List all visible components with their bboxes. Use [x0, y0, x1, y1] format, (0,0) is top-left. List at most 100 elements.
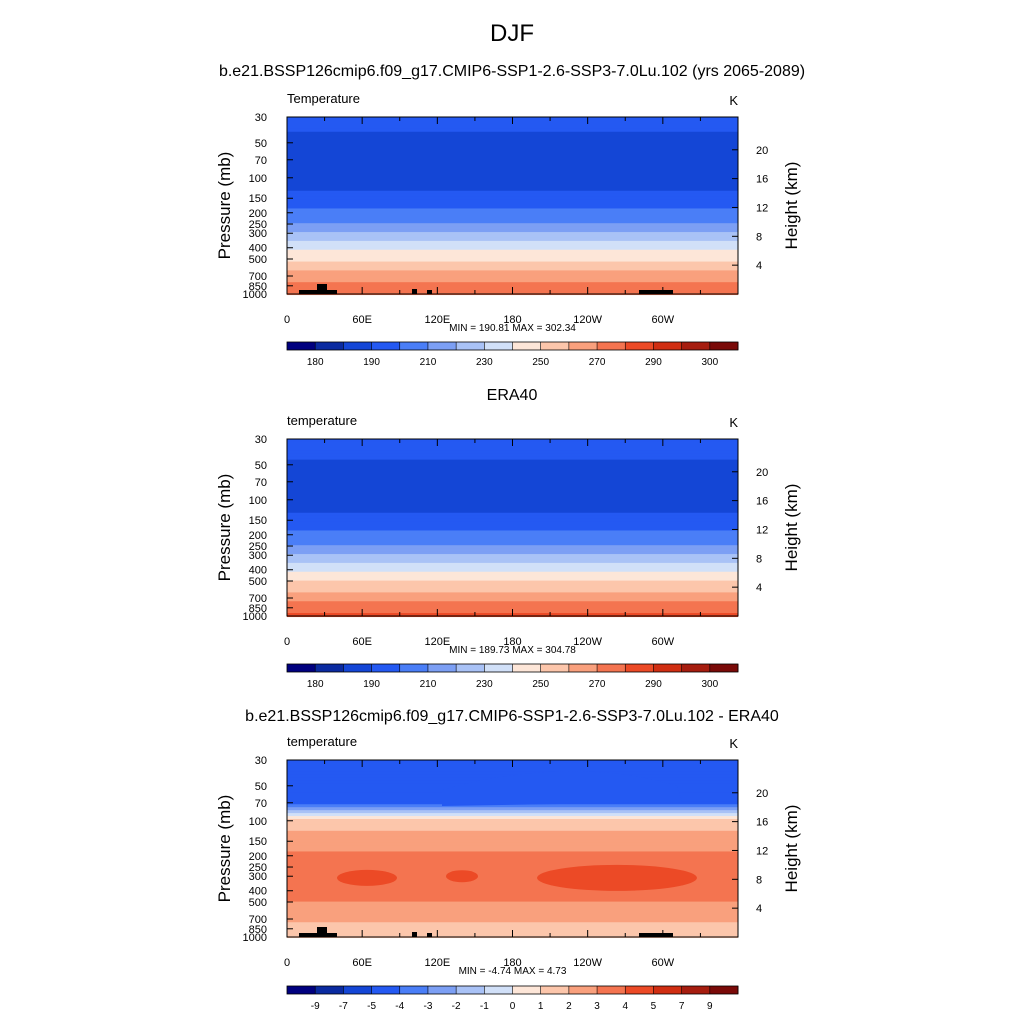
colorbar-swatch: [484, 342, 513, 350]
panel-3-contour-band: [287, 916, 738, 921]
y-tick-label: 200: [249, 530, 267, 542]
panel-3-contour-band: [287, 898, 738, 903]
panel-1-min-max: MIN = 190.81 MAX = 302.34: [449, 323, 576, 334]
colorbar-swatch: [653, 342, 683, 350]
colorbar-swatch: [287, 342, 316, 350]
panel-1-contour-band: [287, 261, 738, 266]
y2-tick-label: 4: [756, 582, 762, 594]
panel-3-contour-band: [287, 807, 738, 812]
colorbar-label: 0: [510, 1001, 516, 1012]
panel-2-contour-band: [287, 586, 738, 591]
x-tick-label: 60W: [652, 314, 675, 326]
colorbar-swatch: [343, 986, 373, 994]
panel-3-contour-band: [287, 875, 738, 880]
panel-1-contour-band: [287, 243, 738, 248]
panel-3-contour-band: [287, 892, 738, 897]
panel-2-contour-band: [287, 589, 738, 594]
panel-1-contour-band: [287, 131, 738, 136]
y-tick-label: 30: [255, 434, 267, 446]
panel-2-contour-band: [287, 604, 738, 609]
colorbar-label: 290: [645, 357, 662, 368]
panel-1-contour-band: [287, 193, 738, 198]
panel-2-contour-band: [287, 447, 738, 452]
y-axis-label: Pressure (mb): [215, 795, 234, 903]
topography-mask: [427, 933, 432, 937]
panel-3-contour-band: [287, 889, 738, 894]
panel-2-contour-band: [287, 524, 738, 529]
panel-1-contour-band: [287, 258, 738, 263]
x-tick-label: 120W: [573, 636, 602, 648]
panel-1-contour-band: [287, 170, 738, 175]
colorbar-label: -3: [423, 1001, 432, 1012]
colorbar-label: 300: [701, 679, 718, 690]
y-tick-label: 400: [249, 243, 267, 255]
y-axis-label: Pressure (mb): [215, 152, 234, 260]
panel-3-contour-band: [287, 813, 738, 818]
colorbar-label: 250: [532, 679, 549, 690]
y2-axis-label: Height (km): [782, 162, 801, 250]
y-tick-label: 1000: [243, 611, 267, 623]
panel-2-contour-band: [287, 592, 738, 597]
panel-1-contour-band: [287, 187, 738, 192]
colorbar-label: -7: [339, 1001, 348, 1012]
panel-2-contour-band: [287, 565, 738, 570]
panel-1-contour-band: [287, 249, 738, 254]
y-tick-label: 50: [255, 781, 267, 793]
panel-2-contour-band: [287, 545, 738, 550]
colorbar-label: 1: [538, 1001, 544, 1012]
panel-2-contour-band: [287, 444, 738, 449]
panel-3-contour-band: [287, 845, 738, 850]
panel-1-contour-band: [287, 181, 738, 186]
panel-1-contour-band: [287, 137, 738, 142]
x-tick-label: 0: [284, 957, 290, 969]
panel-1-contour-band: [287, 252, 738, 257]
colorbar-swatch: [540, 664, 570, 672]
panel-1-contour-band: [287, 246, 738, 251]
y-tick-label: 500: [249, 897, 267, 909]
y-tick-label: 300: [249, 228, 267, 240]
panel-1-contour-band: [287, 276, 738, 281]
panel-1-contour-band: [287, 220, 738, 225]
panel-2-contour-band: [287, 583, 738, 588]
colorbar-swatch: [512, 342, 542, 350]
y-tick-label: 850: [249, 281, 267, 293]
panel-1-contour-band: [287, 235, 738, 239]
colorbar-swatch: [709, 342, 739, 350]
panel-2-contour-band: [287, 509, 738, 514]
y-tick-label: 300: [249, 871, 267, 883]
panel-3-contour-band: [287, 842, 738, 847]
panel-2-contour-band: [287, 595, 738, 600]
colorbar-swatch: [568, 986, 598, 994]
panel-2-contour-band: [287, 577, 738, 582]
y-tick-label: 100: [249, 816, 267, 828]
y-tick-label: 700: [249, 271, 267, 283]
panel-3-contour-band: [287, 904, 738, 909]
colorbar-swatch: [681, 664, 711, 672]
colorbar-swatch: [343, 342, 373, 350]
panel-1-contour-band: [287, 164, 738, 169]
topography-mask: [299, 933, 323, 937]
colorbar-label: 9: [707, 1001, 713, 1012]
colorbar-label: 230: [476, 357, 493, 368]
panel-2-contour-band: [287, 477, 738, 482]
y-tick-label: 850: [249, 924, 267, 936]
y-tick-label: 50: [255, 460, 267, 472]
x-tick-label: 180: [503, 636, 521, 648]
y2-tick-label: 20: [756, 788, 768, 800]
panel-2-contour-band: [287, 518, 738, 523]
colorbar-swatch: [597, 342, 626, 350]
panel-2-contour-band: [287, 453, 738, 458]
y-tick-label: 250: [249, 862, 267, 874]
panel-2-contour-band: [287, 486, 738, 491]
panel-1-contour-band: [287, 208, 738, 213]
panel-1-contour-band: [287, 202, 738, 207]
panel-2-contour-band: [287, 459, 738, 464]
colorbar-label: 3: [594, 1001, 600, 1012]
y2-tick-label: 4: [756, 260, 762, 272]
y-tick-label: 250: [249, 219, 267, 231]
panel-3-contour-band: [287, 922, 738, 927]
colorbar-swatch: [625, 986, 654, 994]
panel-3-contour-band: [287, 883, 738, 888]
colorbar-swatch: [343, 664, 373, 672]
panel-3-contour-band: [287, 765, 738, 770]
